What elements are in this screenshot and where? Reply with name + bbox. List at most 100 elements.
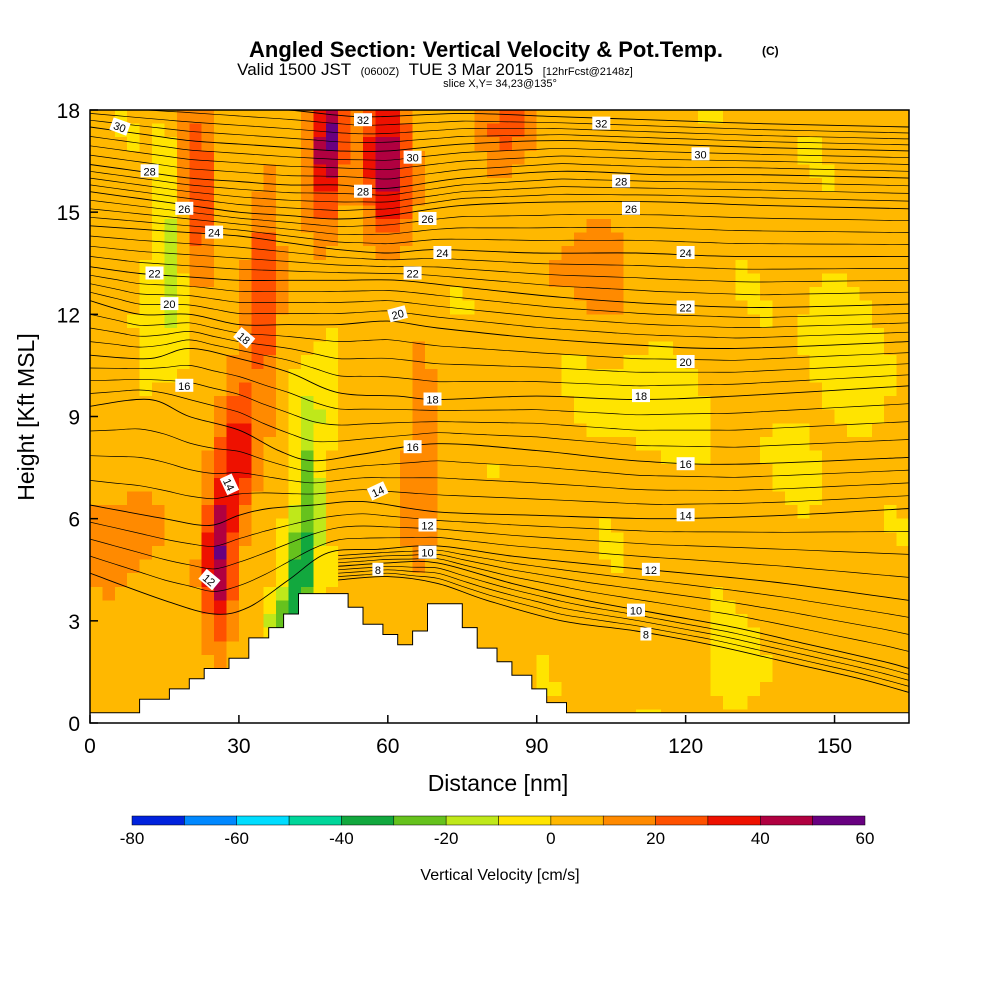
contour-label-bg	[632, 389, 650, 403]
contour-label: 30	[109, 117, 131, 136]
x-tick-label: 90	[525, 735, 548, 758]
colorbar-label: Vertical Velocity [cm/s]	[420, 867, 579, 884]
isentrope-14	[90, 500, 909, 526]
colorbar-tick-label: -40	[329, 829, 354, 848]
contour-label-bg	[641, 562, 660, 576]
contour-label-text: 22	[406, 269, 418, 281]
contour-label-bg	[676, 457, 695, 471]
contour-label-text: 12	[421, 521, 433, 533]
isentrope-minor	[90, 513, 909, 547]
contour-label-bg	[145, 266, 164, 280]
isentrope-16	[90, 398, 909, 465]
contour-label-text: 32	[357, 115, 369, 127]
isentrope-32	[282, 110, 909, 128]
contour-label-bg	[592, 116, 611, 130]
contour-label-bg	[403, 150, 422, 164]
contour-label-bg	[219, 473, 240, 496]
contour-label-text: 20	[163, 299, 175, 311]
colorbar-swatch	[236, 815, 290, 826]
contour-label-bg	[354, 184, 372, 198]
isentrope-20	[90, 300, 909, 349]
colorbar-swatch	[655, 815, 709, 826]
y-tick-label: 18	[57, 100, 80, 123]
contour-label-text: 8	[643, 630, 649, 642]
colorbar-swatch	[498, 815, 552, 826]
y-tick-label: 9	[68, 407, 80, 430]
contour-label: 32	[354, 113, 372, 127]
contour-label-text: 24	[208, 228, 220, 240]
isentrope-minor	[90, 119, 909, 146]
contour-label: 18	[632, 389, 650, 403]
contour-label-text: 22	[679, 303, 691, 315]
isentrope-minor	[90, 208, 909, 235]
colorbar: -80 -60 -40 -20 0 20 40 60	[120, 815, 875, 848]
colorbar-swatch	[131, 815, 185, 826]
isentrope-18	[90, 347, 909, 400]
isentrope-minor	[90, 136, 909, 161]
contour-label: 8	[640, 627, 652, 642]
contour-label-bg	[175, 378, 194, 392]
contour-label-bg	[205, 225, 224, 239]
contour-label: 24	[205, 225, 224, 240]
contour-label-text: 20	[390, 308, 405, 323]
contour-label-bg	[109, 117, 131, 136]
contour-label: 24	[676, 246, 695, 260]
colorbar-swatch	[445, 815, 499, 826]
contour-label-text: 18	[635, 391, 647, 403]
y-tick-label: 12	[57, 304, 80, 327]
contour-label: 22	[676, 300, 695, 315]
contour-label-bg	[676, 508, 695, 522]
isentrope-30	[90, 126, 909, 152]
colorbar-tick-label: -60	[224, 829, 249, 848]
isentrope-minor	[90, 283, 909, 328]
colorbar-tick-label: 40	[751, 829, 770, 848]
contour-label-text: 26	[625, 204, 637, 216]
contour-label: 22	[403, 266, 422, 281]
subtitle-valid: Valid 1500 JST	[237, 60, 351, 79]
subtitle-zulu: (0600Z)	[361, 66, 400, 78]
subtitle-forecast: [12hrFcst@2148z]	[543, 66, 633, 78]
colorbar-tick-label: -80	[120, 829, 145, 848]
contour-label: 18	[423, 392, 442, 407]
colorbar-swatch	[602, 815, 656, 826]
colorbar-tick-label: -20	[434, 829, 459, 848]
isentrope-minor	[90, 389, 909, 448]
isentrope-24	[90, 225, 909, 258]
contour-label: 12	[641, 562, 660, 577]
isentrope-minor	[90, 216, 909, 245]
isentrope-minor	[140, 110, 909, 134]
contour-label: 14	[366, 481, 389, 501]
velocity-heatmap	[90, 110, 909, 723]
colorbar-swatch	[184, 815, 238, 826]
isentrope-minor	[90, 339, 909, 387]
contour-label-text: 20	[679, 357, 691, 369]
contour-label-bg	[418, 212, 437, 225]
title-mark: (C)	[762, 44, 779, 58]
contour-label-bg	[418, 545, 437, 559]
contour-label-bg	[612, 174, 631, 188]
contour-label: 8	[372, 562, 384, 577]
isentrope-minor	[90, 170, 909, 196]
contour-label: 28	[354, 184, 372, 199]
contour-label-bg	[403, 266, 422, 280]
isentrope-minor	[90, 480, 909, 505]
contour-label-text: 16	[679, 459, 691, 471]
contour-label-bg	[676, 355, 695, 368]
isentrope-minor	[90, 177, 909, 203]
colorbar-swatch	[341, 815, 395, 826]
isentrope-minor	[338, 569, 909, 681]
isentrope-minor	[90, 235, 909, 270]
contour-label: 20	[387, 305, 408, 323]
contour-label: 14	[219, 473, 240, 496]
isentrope-22	[90, 266, 909, 308]
y-axis-label: Height [Kft MSL]	[13, 333, 39, 500]
y-axis: 0 3 6 9 12 15 18	[57, 100, 98, 736]
colorbar-tick-label: 60	[856, 829, 875, 848]
contour-label-bg	[627, 603, 645, 617]
contour-label-bg	[403, 440, 422, 454]
contour-label-text: 12	[645, 565, 657, 577]
isentrope-minor	[90, 291, 909, 339]
colorbar-swatch	[550, 815, 604, 826]
x-tick-label: 30	[227, 735, 250, 758]
